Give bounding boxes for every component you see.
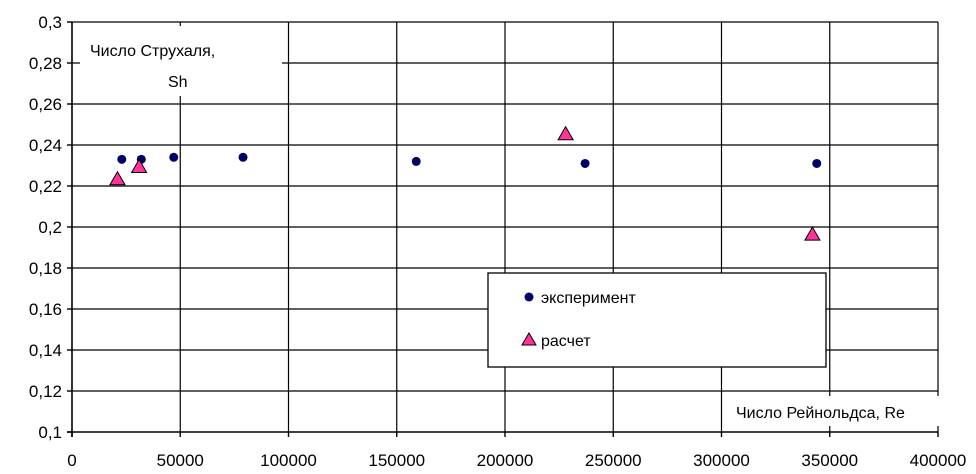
axes [67,21,939,437]
y-axis-label-line1: Число Струхаля, [90,43,215,60]
data-point-experiment [411,156,421,166]
x-tick-label: 150000 [368,451,425,470]
x-tick-label: 100000 [260,451,317,470]
x-axis-label-bg [726,396,971,426]
legend-marker-calculation [521,332,537,346]
x-axis-label-text: Число Рейнольдса, Re [736,405,905,422]
legend: эксперимент расчет [487,272,827,368]
data-point-calculation [130,158,148,173]
y-tick-label: 0,26 [29,95,62,114]
y-tick-label: 0,2 [38,218,62,237]
x-tick-label: 300000 [693,451,750,470]
x-tick-label: 200000 [477,451,534,470]
x-tick-label: 0 [67,451,76,470]
x-tick-label: 350000 [801,451,858,470]
data-point-experiment [812,158,822,168]
y-tick-label: 0,18 [29,259,62,278]
data-point-experiment [580,158,590,168]
legend-marker-experiment [524,292,534,302]
y-axis-label-bg [80,26,282,96]
tick-labels: 0,1 0,12 0,14 0,16 0,18 0,2 0,22 0,24 0,26 0,28 0,… [29,13,966,470]
data-point-calculation [557,125,574,141]
legend-box [487,272,827,368]
y-tick-label: 0,3 [38,13,62,32]
data-point-calculation [109,170,126,186]
legend-label-calculation: расчет [541,333,591,350]
x-tick-label: 400000 [910,451,967,470]
y-axis-label: Число Струхаля, Sh [80,26,282,96]
x-tick-label: 50000 [157,451,204,470]
y-tick-label: 0,12 [29,382,62,401]
y-tick-label: 0,1 [38,423,62,442]
y-tick-label: 0,24 [29,136,62,155]
x-axis-label: Число Рейнольдса, Re [726,396,971,426]
data-point-experiment [117,154,127,164]
y-tick-label: 0,28 [29,54,62,73]
data-point-calculation [804,226,821,241]
y-tick-label: 0,22 [29,177,62,196]
y-tick-label: 0,16 [29,300,62,319]
x-tick-label: 250000 [585,451,642,470]
data-point-experiment [169,152,179,162]
data-point-experiment [238,152,248,162]
legend-label-experiment: эксперимент [541,290,636,307]
y-tick-label: 0,14 [29,341,62,360]
data-marks [109,125,822,241]
y-axis-label-line2: Sh [168,74,188,91]
